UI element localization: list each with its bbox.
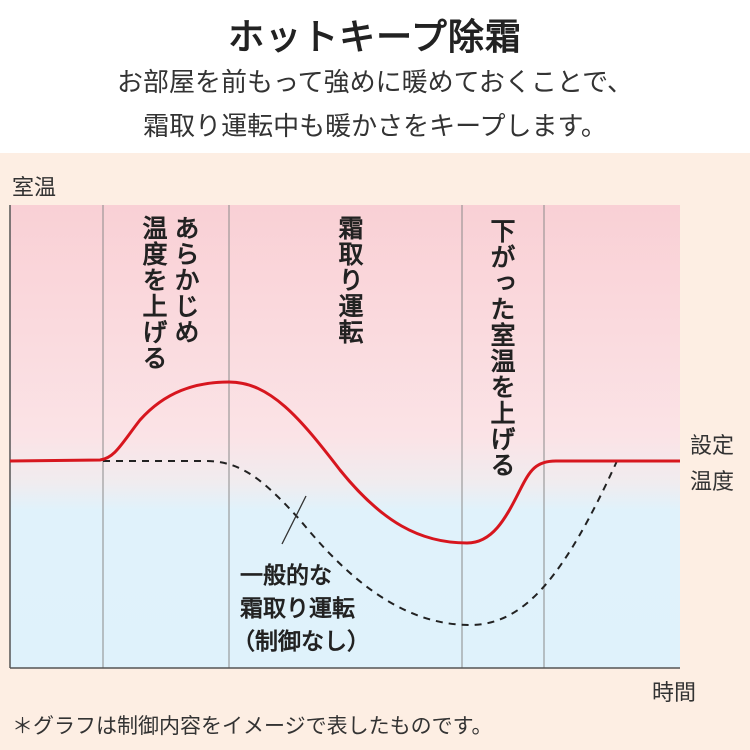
subtitle-line-1: お部屋を前もって強めに暖めておくことで、 [116, 68, 634, 98]
x-axis-label: 時間 [652, 681, 697, 706]
subtitle-line-2: 霜取り運転中も暖かさをキープします。 [143, 112, 607, 142]
header: ホットキープ除霜 お部屋を前もって強めに暖めておくことで、 霜取り運転中も暖かさ… [0, 0, 750, 153]
plot-area [10, 205, 680, 668]
setpoint-label-2: 温度 [690, 470, 735, 495]
footnote: ＊グラフは制御内容をイメージで表したものです。 [12, 714, 493, 738]
phase-label-defrost: 霜取り運転 [335, 215, 364, 345]
setpoint-label-1: 設定 [690, 434, 735, 459]
conventional-label-line-3: （制御なし） [232, 629, 370, 655]
phase-label-preheat-2: 温度を上げる [139, 215, 168, 371]
conventional-label-line-1: 一般的な [240, 563, 332, 589]
phase-label-preheat-1: あらかじめ [171, 215, 200, 345]
page-title: ホットキープ除霜 [228, 17, 522, 58]
conventional-defrost-label: 一般的な 霜取り運転 （制御なし） [232, 560, 370, 659]
conventional-defrost-line [103, 460, 618, 627]
phase-label-recover: 下がった室温を上げる [487, 218, 516, 478]
conventional-label-line-2: 霜取り運転 [240, 596, 355, 622]
label-leader-line [281, 495, 307, 545]
y-axis-label: 室温 [12, 176, 57, 201]
hot-keep-line [9, 380, 680, 545]
